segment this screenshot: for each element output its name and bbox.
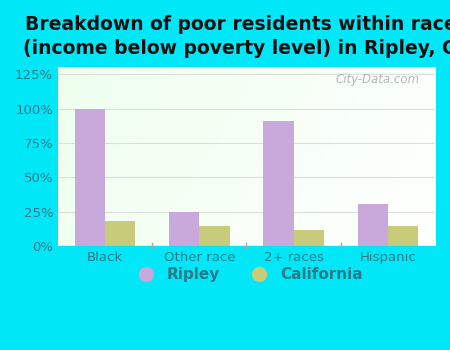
Bar <box>105 222 135 246</box>
Legend: Ripley, California: Ripley, California <box>124 261 369 289</box>
Bar <box>358 204 388 246</box>
Bar <box>388 225 418 246</box>
Bar <box>75 108 105 246</box>
Bar <box>199 225 230 246</box>
Title: Breakdown of poor residents within races
(income below poverty level) in Ripley,: Breakdown of poor residents within races… <box>23 15 450 57</box>
Bar <box>263 121 293 246</box>
Text: City-Data.com: City-Data.com <box>336 73 420 86</box>
Bar <box>293 230 324 246</box>
Bar <box>169 212 199 246</box>
